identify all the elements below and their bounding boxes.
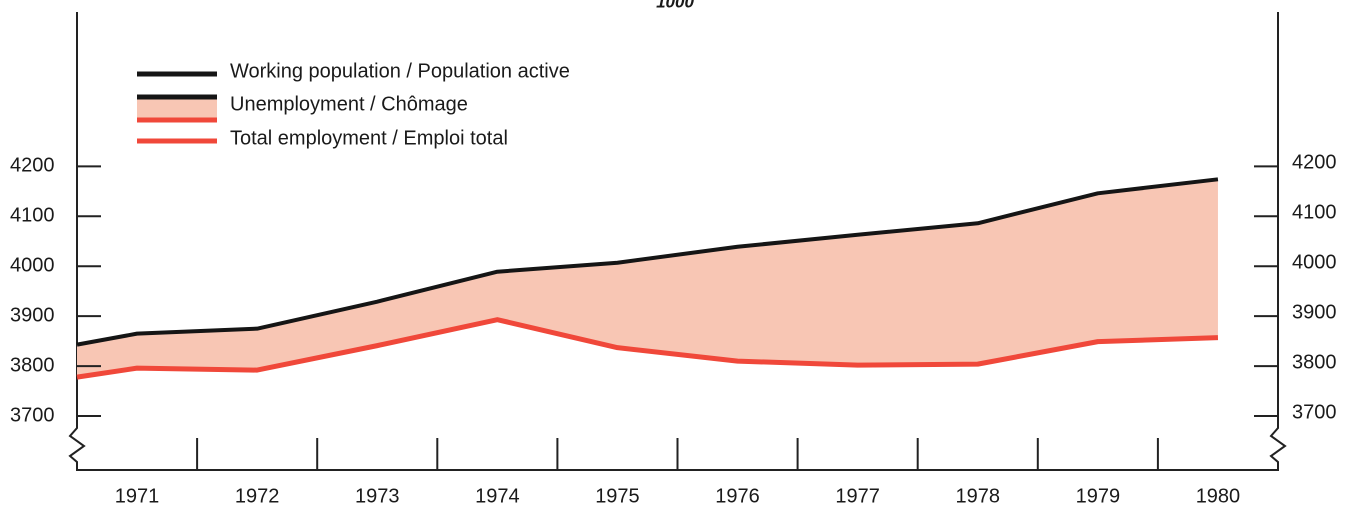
y-tick-label: 3800: [10, 354, 55, 376]
x-tick-label: 1980: [1196, 485, 1241, 506]
legend-swatch-band: [137, 97, 217, 121]
legend-label: Total employment / Emploi total: [230, 127, 508, 149]
y2-tick-label: 4100: [1292, 202, 1337, 224]
y-tick-label: 3900: [10, 304, 55, 326]
unemployment-band: [77, 179, 1218, 378]
y2-tick-label: 3800: [1292, 351, 1337, 373]
x-tick-label: 1974: [475, 485, 520, 506]
series-line: [76, 317, 1219, 380]
y-tick-label: 4000: [10, 255, 55, 277]
x-tick-label: 1975: [595, 485, 640, 506]
y2-tick-label: 4000: [1292, 252, 1337, 274]
x-tick-label: 1979: [1076, 485, 1121, 506]
y2-tick-label: 4200: [1292, 152, 1337, 174]
x-tick-label: 1977: [835, 485, 880, 506]
y-tick-label: 4100: [10, 205, 55, 227]
legend-label: Working population / Population active: [230, 60, 570, 82]
y2-tick-label: 3900: [1292, 301, 1337, 323]
x-tick-label: 1971: [115, 485, 160, 506]
y-tick-label: 4200: [10, 155, 55, 177]
x-tick-label: 1973: [355, 485, 400, 506]
legend-label: Unemployment / Chômage: [230, 93, 468, 115]
x-tick-label: 1978: [956, 485, 1001, 506]
chart-title: 1000: [656, 0, 694, 11]
series-line: [76, 177, 1219, 347]
x-tick-label: 1972: [235, 485, 280, 506]
y2-tick-label: 3700: [1292, 401, 1337, 423]
y-tick-label: 3700: [10, 404, 55, 426]
x-tick-label: 1976: [715, 485, 760, 506]
